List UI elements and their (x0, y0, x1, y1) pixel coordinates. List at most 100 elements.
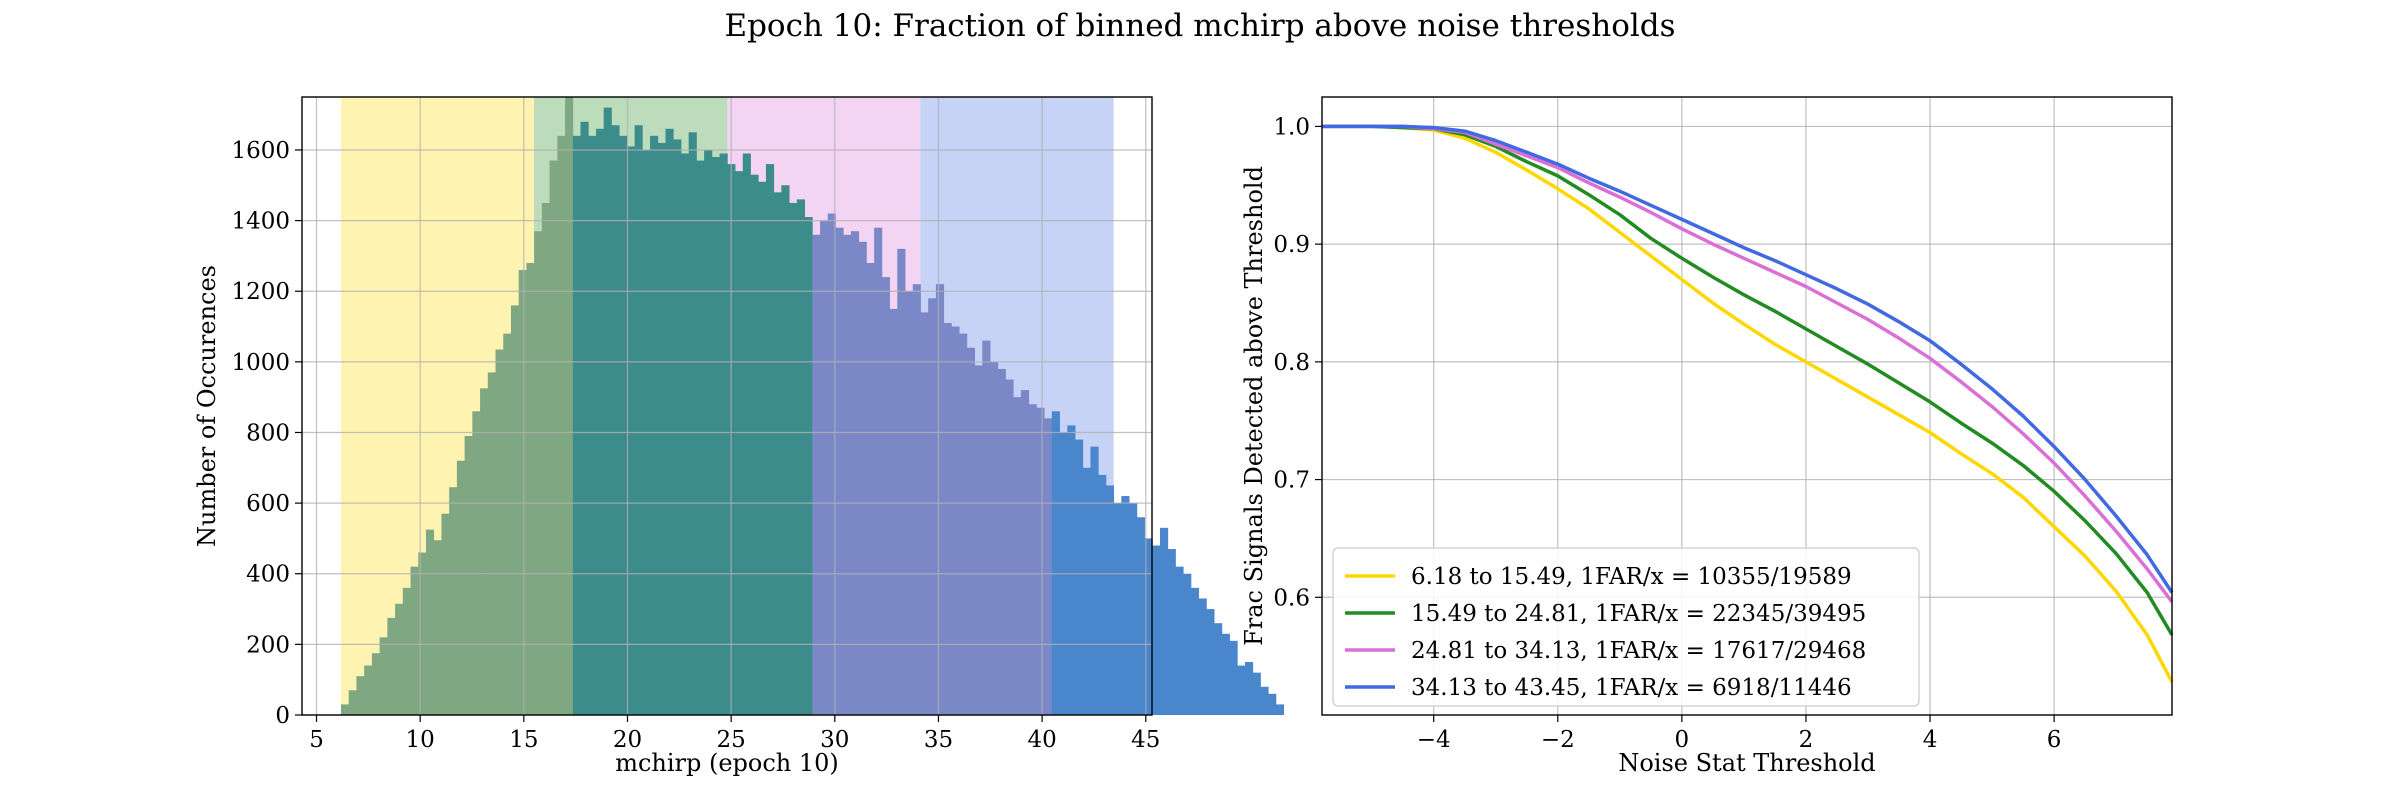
histogram-bar (1214, 623, 1223, 715)
histogram-bar (1136, 517, 1145, 715)
legend: 6.18 to 15.49, 1FAR/x = 10355/19589 15.49… (1332, 547, 1920, 707)
histogram-bar (356, 676, 365, 715)
histogram-bar (935, 284, 945, 715)
histogram-bar (719, 153, 728, 715)
histogram-bar (510, 305, 520, 715)
histogram-bar (735, 171, 744, 715)
histogram-bar (1160, 527, 1169, 715)
histogram-bar (1051, 411, 1060, 715)
histogram-bar (433, 540, 442, 715)
histogram-bar (1268, 693, 1277, 715)
histogram-bar (588, 135, 597, 716)
histogram-bar (1075, 439, 1084, 715)
histogram-bar (789, 202, 798, 715)
histogram-bar (557, 135, 566, 716)
histogram-bar (1221, 633, 1230, 715)
legend-label: 6.18 to 15.49, 1FAR/x = 10355/19589 (1411, 564, 1852, 590)
histogram-bar (781, 185, 790, 716)
histogram-x-axis-label: mchirp (epoch 10) (615, 749, 839, 777)
histogram-bar (650, 135, 659, 716)
histogram-bar (495, 349, 504, 715)
histogram-bar (1183, 573, 1192, 715)
histogram-bar (402, 587, 411, 715)
histogram-bar (959, 333, 968, 715)
histogram-bar (364, 665, 373, 715)
series-line-4 (1322, 124, 2174, 594)
histogram-bar (425, 529, 435, 715)
histogram-bar (750, 174, 759, 716)
line-y-axis-label: Frac Signals Detected above Threshold (1240, 166, 1268, 646)
histogram-bar (580, 121, 589, 716)
histogram-bar (889, 308, 898, 715)
histogram-bar (688, 132, 697, 716)
line-axes-frame (1321, 96, 2173, 716)
histogram-bar (951, 326, 960, 715)
histogram-bar (1206, 609, 1215, 715)
histogram-bar (603, 107, 612, 715)
histogram-bar (387, 617, 396, 715)
histogram-bar (626, 146, 635, 715)
x-tick-label: 2 (1799, 727, 1814, 753)
series-line-2 (1322, 124, 2174, 636)
histogram-bar (850, 231, 860, 716)
histogram-bar (1152, 545, 1161, 715)
histogram-bar (1121, 496, 1130, 715)
histogram-bar (526, 262, 535, 715)
histogram-bar (796, 199, 805, 715)
histogram-bar (866, 262, 875, 715)
series-line-1 (1322, 124, 2174, 683)
y-tick-label: 600 (246, 491, 290, 517)
histogram-bar (464, 436, 473, 715)
histogram-bar (1144, 538, 1153, 715)
histogram-bar (611, 125, 620, 716)
y-tick-label: 0.8 (1273, 350, 1310, 376)
histogram-bar (1020, 390, 1030, 715)
histogram-bar (1044, 418, 1053, 715)
histogram-bar (1082, 467, 1091, 715)
x-tick-label: 10 (406, 727, 435, 753)
histogram-bar (456, 460, 466, 715)
histogram-bar (1105, 485, 1115, 715)
histogram-bar (820, 220, 829, 715)
histogram-bar (912, 284, 921, 715)
figure-title: Epoch 10: Fraction of binned mchirp abov… (724, 8, 1676, 44)
histogram-bar (765, 164, 775, 715)
y-tick-label: 1000 (231, 350, 290, 376)
histogram-bar (897, 248, 906, 715)
histogram-bar (1252, 672, 1261, 715)
histogram-bar (881, 277, 890, 715)
histogram-bar (1198, 598, 1207, 715)
histogram-bar (1036, 407, 1045, 715)
histogram-bar (1245, 662, 1254, 715)
histogram-bar (480, 388, 489, 715)
legend-box (1332, 547, 1920, 707)
x-tick-label: 6 (2047, 727, 2062, 753)
histogram-bar (657, 142, 666, 715)
histogram-bar (843, 234, 852, 715)
histogram-bar (665, 128, 674, 716)
y-tick-label: 800 (246, 420, 290, 446)
y-tick-label: 0.7 (1273, 468, 1310, 494)
x-tick-label: 5 (309, 727, 324, 753)
histogram-bar (928, 298, 937, 715)
y-tick-label: 1.0 (1273, 114, 1310, 140)
x-tick-label: −2 (1541, 727, 1575, 753)
histogram-bar (1098, 474, 1107, 715)
y-tick-label: 1200 (231, 279, 290, 305)
histogram-bar (503, 333, 512, 715)
histogram-bar (418, 552, 427, 715)
histogram-bar (966, 347, 975, 715)
histogram-bar (711, 157, 720, 715)
histogram-bar (1260, 686, 1269, 715)
histogram-bar (1167, 549, 1176, 715)
histogram-bar (1229, 640, 1238, 715)
histogram-bar (680, 153, 690, 715)
histogram-bar (565, 97, 574, 715)
y-tick-label: 0.6 (1273, 585, 1310, 611)
histogram-bar (1237, 665, 1246, 715)
histogram-bar (572, 135, 581, 716)
histogram-bar (858, 241, 867, 715)
histogram-bar (395, 603, 404, 715)
histogram-bar (1090, 446, 1099, 715)
